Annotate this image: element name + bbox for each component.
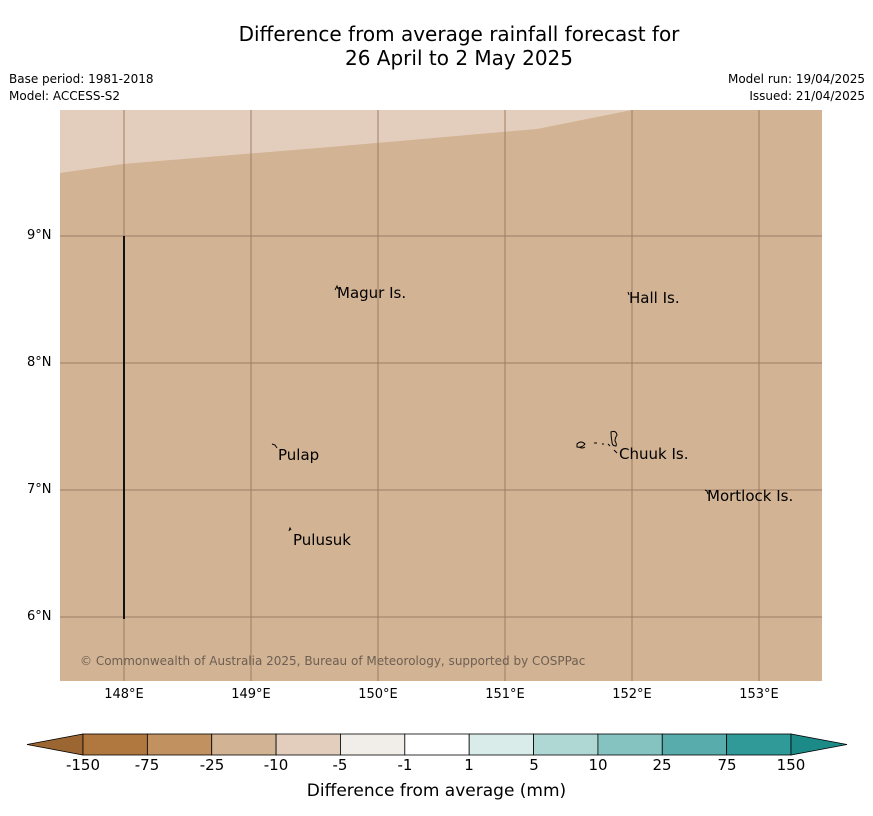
title-line-2: 26 April to 2 May 2025 [345, 46, 573, 70]
meta-left: Base period: 1981-2018 Model: ACCESS-S2 [9, 71, 154, 105]
lat-label-7n: 7°N [27, 482, 52, 497]
copyright-notice: © Commonwealth of Australia 2025, Bureau… [80, 654, 586, 668]
colorbar-tick: 75 [717, 756, 737, 774]
colorbar-cell [661, 733, 728, 756]
lat-label-6n: 6°N [27, 609, 52, 624]
colorbar-cell [533, 733, 599, 756]
title-line-1: Difference from average rainfall forecas… [238, 22, 680, 46]
colorbar-cell [275, 733, 341, 756]
island-pulap [271, 443, 278, 449]
colorbar [26, 733, 848, 756]
colorbar-tick: -25 [199, 756, 225, 774]
lon-label-151e: 151°E [485, 687, 525, 702]
map-light-region [60, 110, 632, 173]
lon-label-150e: 150°E [358, 687, 398, 702]
lon-label-148e: 148°E [104, 687, 144, 702]
colorbar-cell [404, 733, 470, 756]
colorbar-tick: -10 [263, 756, 289, 774]
issued-date: Issued: 21/04/2025 [749, 89, 865, 103]
colorbar-tick: -1 [397, 756, 413, 774]
colorbar-tick: 5 [529, 756, 539, 774]
place-label-pulusuk: Pulusuk [293, 531, 351, 549]
colorbar-cell [340, 733, 406, 756]
island-chuuk [576, 430, 618, 454]
colorbar-tick: -75 [134, 756, 160, 774]
model-name: Model: ACCESS-S2 [9, 89, 121, 103]
colorbar-cell [597, 733, 663, 756]
colorbar-tick: 1 [464, 756, 474, 774]
colorbar-tick: -5 [332, 756, 348, 774]
colorbar-tick: 150 [776, 756, 806, 774]
colorbar-cell [726, 733, 792, 756]
island-hall [627, 291, 630, 296]
map-background [60, 110, 822, 681]
map-title: Difference from average rainfall forecas… [0, 22, 873, 70]
island-magur [334, 284, 339, 291]
colorbar-tick: -150 [65, 756, 101, 774]
colorbar-cell [146, 733, 213, 756]
lon-label-153e: 153°E [739, 687, 779, 702]
island-pulusuk [288, 526, 292, 532]
colorbar-cell [468, 733, 534, 756]
colorbar-extend-low [26, 733, 84, 756]
colorbar-cell [211, 733, 277, 756]
lon-label-149e: 149°E [231, 687, 271, 702]
meta-right: Model run: 19/04/2025 Issued: 21/04/2025 [728, 71, 865, 105]
place-label-pulap: Pulap [278, 446, 320, 464]
colorbar-cells [26, 733, 848, 756]
colorbar-label: Difference from average (mm) [306, 781, 567, 801]
place-label-chuuk: Chuuk Is. [619, 445, 689, 463]
place-label-mortlock: Mortlock Is. [707, 487, 794, 505]
lon-label-152e: 152°E [612, 687, 652, 702]
colorbar-extend-high [790, 733, 848, 756]
lat-label-8n: 8°N [27, 355, 52, 370]
island-mortlock [704, 489, 709, 495]
colorbar-cell [82, 733, 148, 756]
colorbar-tick: 10 [588, 756, 608, 774]
island-outlines [271, 284, 709, 532]
place-label-hall: Hall Is. [629, 289, 680, 307]
base-period: Base period: 1981-2018 [9, 72, 154, 86]
colorbar-tick: 25 [652, 756, 672, 774]
place-label-magur: Magur Is. [337, 284, 407, 302]
model-run: Model run: 19/04/2025 [727, 72, 865, 86]
lat-label-9n: 9°N [27, 228, 52, 243]
